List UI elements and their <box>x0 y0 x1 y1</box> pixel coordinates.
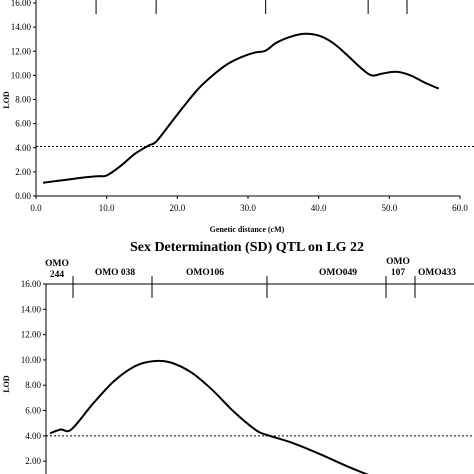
top-x-tick-label: 0.0 <box>30 203 42 213</box>
bottom-marker-label: OMO433 <box>418 268 456 278</box>
top-x-tick-label: 20.0 <box>169 203 185 213</box>
top-y-tick-label: 14.00 <box>11 22 32 32</box>
bottom-marker-label: OMO 244 <box>45 259 69 280</box>
top-y-tick-label: 0.00 <box>15 191 31 201</box>
top-x-tick-label: 60.0 <box>452 203 468 213</box>
bottom-chart-title: Sex Determination (SD) QTL on LG 22 <box>130 240 364 255</box>
top-lod-chart: LOD Genetic distance (cM) 0.00 2.00 4.00 6.… <box>2 0 474 234</box>
bottom-y-tick-label: 14.00 <box>21 304 42 314</box>
top-y-tick-label: 2.00 <box>15 167 31 177</box>
top-lod-curve <box>42 32 440 184</box>
top-x-axis-label: Genetic distance (cM) <box>210 225 285 234</box>
bottom-y-tick-label: 4.00 <box>25 431 41 441</box>
top-x-tick-label: 10.0 <box>99 203 115 213</box>
bottom-lod-chart: LOD 2.00 4.00 6.00 8.00 10.00 12.00 14.00 16.00… <box>2 257 474 474</box>
bottom-marker-label: OMO 107 <box>386 257 410 278</box>
top-y-tick-label: 6.00 <box>15 119 31 129</box>
top-y-tick-label: 4.00 <box>15 143 31 153</box>
bottom-y-tick-label: 16.00 <box>21 279 42 289</box>
top-y-tick-label: 8.00 <box>15 95 31 105</box>
top-y-tick-label: 10.00 <box>11 70 32 80</box>
top-y-axis-label: LOD <box>2 91 11 109</box>
bottom-y-tick-label: 6.00 <box>25 406 41 416</box>
bottom-marker-label: OMO106 <box>186 268 224 278</box>
bottom-y-tick-label: 8.00 <box>25 380 41 390</box>
bottom-lod-curve <box>49 359 369 474</box>
bottom-y-axis-label: LOD <box>2 375 11 393</box>
top-x-tick-label: 50.0 <box>381 203 397 213</box>
bottom-y-tick-label: 12.00 <box>21 330 42 340</box>
top-y-tick-label: 16.00 <box>11 0 32 8</box>
top-x-tick-label: 30.0 <box>240 203 256 213</box>
bottom-y-tick-label: 10.00 <box>21 355 42 365</box>
bottom-marker-label: OMO049 <box>319 268 357 278</box>
bottom-marker-label: OMO 038 <box>95 268 136 278</box>
top-x-tick-label: 40.0 <box>311 203 327 213</box>
bottom-y-tick-label: 2.00 <box>25 456 41 466</box>
top-y-tick-label: 12.00 <box>11 46 32 56</box>
